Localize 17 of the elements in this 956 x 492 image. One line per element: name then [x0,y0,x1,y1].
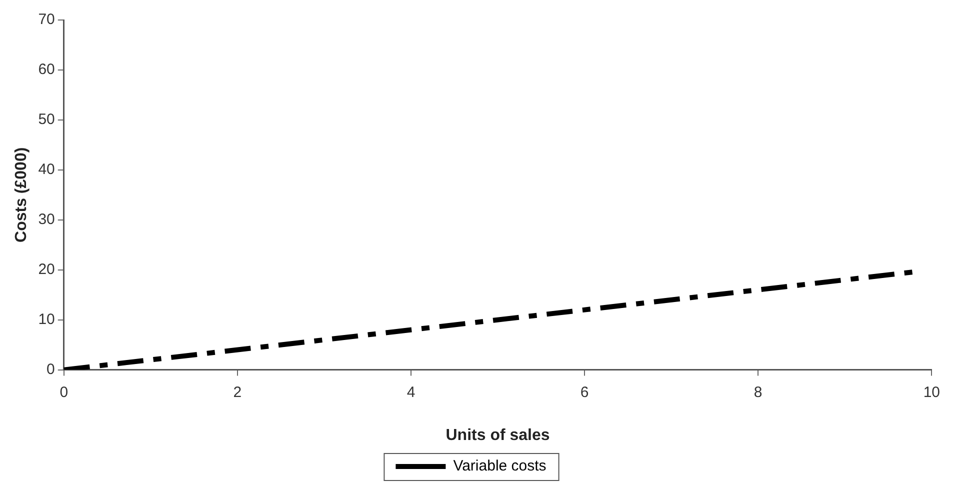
x-axis-title: Units of sales [446,426,550,444]
x-tick-label: 6 [580,384,589,401]
y-axis-title: Costs (£000) [13,147,30,242]
legend-label: Variable costs [453,458,546,475]
y-tick-label: 30 [38,211,55,228]
y-tick-label: 10 [38,310,55,328]
x-tick-label: 2 [233,384,242,401]
y-tick-label: 60 [38,61,55,78]
y-tick-label: 50 [38,111,55,128]
y-tick-label: 20 [38,261,55,278]
y-tick-label: 0 [46,360,55,378]
y-tick-label: 40 [38,161,55,178]
x-tick-label: 4 [406,384,416,401]
x-tick-label: 0 [60,384,68,401]
y-tick-label: 70 [38,11,55,28]
x-tick-label: 8 [754,384,762,401]
x-tick-label: 10 [923,384,940,401]
